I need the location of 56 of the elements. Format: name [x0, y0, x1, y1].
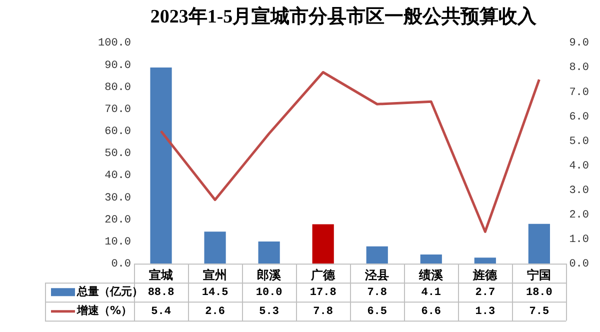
data-label: 18.0 [526, 286, 552, 299]
data-label: 5.3 [259, 306, 280, 318]
data-label: 14.5 [202, 286, 229, 299]
data-label: 6.6 [421, 306, 442, 318]
data-label: 88.8 [148, 286, 175, 299]
bar [312, 224, 334, 264]
bar [258, 242, 280, 264]
y2-tick-label: 5.0 [569, 136, 590, 148]
bar [420, 254, 442, 264]
y-tick-label: 80.0 [104, 82, 132, 94]
x-tick-label: 宣州 [203, 268, 228, 282]
data-label: 2.6 [205, 306, 225, 318]
data-label: 7.5 [529, 306, 550, 318]
y-tick-label: 10.0 [104, 236, 132, 248]
x-tick-label: 泾县 [364, 268, 390, 282]
y2-tick-label: 1.0 [569, 234, 590, 246]
data-label: 2.7 [475, 286, 496, 299]
y2-tick-label: 8.0 [569, 62, 590, 74]
y2-tick-label: 2.0 [569, 209, 590, 222]
data-label: 5.4 [151, 306, 172, 318]
legend-label: 增速（%） [76, 304, 132, 317]
y-tick-label: 20.0 [104, 214, 132, 226]
data-label: 4.1 [421, 286, 442, 299]
chart-title: 2023年1-5月宣城市分县市区一般公共预算收入 [150, 5, 538, 28]
x-tick-label: 绩溪 [418, 268, 444, 282]
x-tick-label: 宣城 [149, 268, 174, 282]
bar [366, 246, 388, 264]
x-tick-label: 广德 [310, 268, 336, 282]
bar [204, 232, 226, 264]
y-tick-label: 100.0 [98, 38, 132, 50]
y-tick-label: 40.0 [104, 170, 132, 182]
bar [528, 224, 550, 264]
y2-tick-label: 6.0 [569, 111, 590, 124]
data-label: 7.8 [367, 286, 388, 299]
y2-tick-label: 9.0 [569, 38, 590, 50]
data-label: 1.3 [475, 306, 496, 318]
data-label: 17.8 [310, 286, 337, 299]
data-label: 7.8 [313, 306, 334, 318]
y-tick-label: 60.0 [104, 126, 132, 138]
x-tick-label: 旌德 [472, 268, 498, 282]
x-tick-label: 宁国 [527, 268, 552, 282]
legend-label: 总量（亿元） [76, 284, 143, 298]
y2-tick-label: 7.0 [569, 86, 590, 99]
bar [150, 68, 172, 264]
y-tick-label: 0.0 [111, 258, 132, 271]
y-tick-label: 30.0 [104, 192, 132, 204]
y-tick-label: 70.0 [104, 104, 132, 116]
y-tick-label: 50.0 [104, 148, 132, 160]
y-tick-label: 90.0 [104, 60, 132, 72]
y2-tick-label: 0.0 [569, 258, 590, 271]
data-label: 6.5 [367, 306, 388, 318]
bar [474, 258, 496, 264]
x-tick-label: 郎溪 [257, 268, 282, 282]
y2-tick-label: 4.0 [569, 160, 590, 172]
data-label: 10.0 [256, 286, 282, 299]
y2-tick-label: 3.0 [569, 184, 590, 197]
